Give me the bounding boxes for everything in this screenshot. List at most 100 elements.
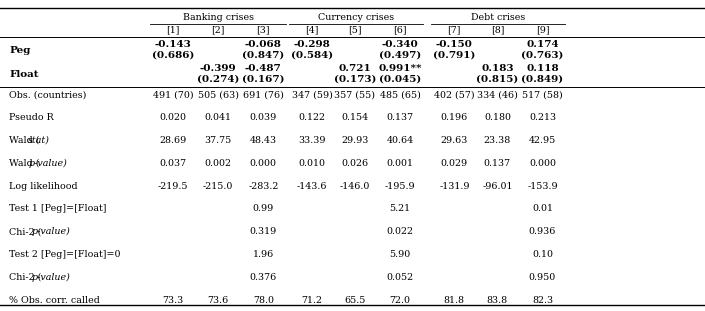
Text: -153.9: -153.9 — [527, 182, 558, 191]
Text: (0.763): (0.763) — [521, 51, 564, 60]
Text: -195.9: -195.9 — [385, 182, 415, 191]
Text: 29.93: 29.93 — [341, 136, 369, 145]
Text: 5.90: 5.90 — [389, 250, 411, 259]
Text: p-value): p-value) — [32, 273, 70, 282]
Text: 1.96: 1.96 — [252, 250, 274, 259]
Text: 71.2: 71.2 — [302, 296, 322, 304]
Text: 0.001: 0.001 — [386, 159, 414, 168]
Text: 0.936: 0.936 — [529, 227, 556, 236]
Text: Chi-2 (: Chi-2 ( — [9, 273, 42, 282]
Text: 5.21: 5.21 — [390, 204, 410, 213]
Text: 485 (65): 485 (65) — [380, 91, 420, 99]
Text: 48.43: 48.43 — [250, 136, 277, 145]
Text: -143.6: -143.6 — [297, 182, 327, 191]
Text: 334 (46): 334 (46) — [477, 91, 517, 99]
Text: 0.213: 0.213 — [529, 113, 556, 122]
Text: 28.69: 28.69 — [159, 136, 187, 145]
Text: -0.340: -0.340 — [381, 40, 419, 49]
Text: stat): stat) — [28, 136, 50, 145]
Text: 0.10: 0.10 — [532, 250, 553, 259]
Text: 23.38: 23.38 — [484, 136, 511, 145]
Text: 0.319: 0.319 — [250, 227, 277, 236]
Text: Obs. (countries): Obs. (countries) — [9, 91, 87, 99]
Text: 0.721: 0.721 — [338, 64, 372, 73]
Text: (0.791): (0.791) — [433, 51, 476, 60]
Text: 81.8: 81.8 — [444, 296, 465, 304]
Text: 0.039: 0.039 — [250, 113, 277, 122]
Text: [3]: [3] — [257, 25, 270, 34]
Text: 0.022: 0.022 — [386, 227, 414, 236]
Text: 491 (70): 491 (70) — [153, 91, 193, 99]
Text: 0.137: 0.137 — [386, 113, 414, 122]
Text: [1]: [1] — [166, 25, 180, 34]
Text: 0.010: 0.010 — [298, 159, 326, 168]
Text: -96.01: -96.01 — [482, 182, 513, 191]
Text: (0.173): (0.173) — [333, 75, 376, 84]
Text: -0.150: -0.150 — [436, 40, 473, 49]
Text: 0.002: 0.002 — [204, 159, 232, 168]
Text: 42.95: 42.95 — [529, 136, 556, 145]
Text: [4]: [4] — [305, 25, 319, 34]
Text: -0.399: -0.399 — [200, 64, 236, 73]
Text: (0.815): (0.815) — [477, 75, 518, 84]
Text: [2]: [2] — [212, 25, 225, 34]
Text: (0.045): (0.045) — [379, 75, 421, 84]
Text: 73.6: 73.6 — [207, 296, 229, 304]
Text: 0.000: 0.000 — [250, 159, 277, 168]
Text: 82.3: 82.3 — [532, 296, 553, 304]
Text: 83.8: 83.8 — [487, 296, 508, 304]
Text: [5]: [5] — [348, 25, 362, 34]
Text: 0.000: 0.000 — [529, 159, 556, 168]
Text: -0.143: -0.143 — [154, 40, 192, 49]
Text: 0.041: 0.041 — [204, 113, 232, 122]
Text: 0.174: 0.174 — [526, 40, 559, 49]
Text: -0.487: -0.487 — [245, 64, 282, 73]
Text: 65.5: 65.5 — [344, 296, 366, 304]
Text: -131.9: -131.9 — [439, 182, 470, 191]
Text: -219.5: -219.5 — [158, 182, 188, 191]
Text: 0.118: 0.118 — [526, 64, 559, 73]
Text: 0.137: 0.137 — [484, 159, 511, 168]
Text: Currency crises: Currency crises — [318, 13, 394, 21]
Text: 0.01: 0.01 — [532, 204, 553, 213]
Text: 0.020: 0.020 — [159, 113, 187, 122]
Text: (0.584): (0.584) — [291, 51, 333, 60]
Text: Test 1 [Peg]=[Float]: Test 1 [Peg]=[Float] — [9, 204, 106, 213]
Text: 517 (58): 517 (58) — [522, 91, 563, 99]
Text: Float: Float — [9, 70, 39, 78]
Text: -283.2: -283.2 — [248, 182, 278, 191]
Text: 40.64: 40.64 — [386, 136, 414, 145]
Text: (0.497): (0.497) — [379, 51, 421, 60]
Text: 0.376: 0.376 — [250, 273, 277, 282]
Text: 505 (63): 505 (63) — [197, 91, 239, 99]
Text: Peg: Peg — [9, 46, 30, 54]
Text: 402 (57): 402 (57) — [434, 91, 474, 99]
Text: 0.037: 0.037 — [159, 159, 187, 168]
Text: 33.39: 33.39 — [298, 136, 326, 145]
Text: 0.950: 0.950 — [529, 273, 556, 282]
Text: -146.0: -146.0 — [340, 182, 370, 191]
Text: (0.849): (0.849) — [522, 75, 563, 84]
Text: (0.686): (0.686) — [152, 51, 195, 60]
Text: -215.0: -215.0 — [203, 182, 233, 191]
Text: [6]: [6] — [393, 25, 407, 34]
Text: (0.847): (0.847) — [243, 51, 284, 60]
Text: 0.026: 0.026 — [341, 159, 369, 168]
Text: 0.180: 0.180 — [484, 113, 511, 122]
Text: Wald (: Wald ( — [9, 159, 39, 168]
Text: 347 (59): 347 (59) — [292, 91, 332, 99]
Text: 357 (55): 357 (55) — [334, 91, 376, 99]
Text: 0.154: 0.154 — [341, 113, 369, 122]
Text: 0.052: 0.052 — [386, 273, 414, 282]
Text: -0.298: -0.298 — [293, 40, 331, 49]
Text: p-value): p-value) — [32, 227, 70, 236]
Text: 78.0: 78.0 — [253, 296, 274, 304]
Text: Wald (: Wald ( — [9, 136, 39, 145]
Text: Test 2 [Peg]=[Float]=0: Test 2 [Peg]=[Float]=0 — [9, 250, 121, 259]
Text: Debt crises: Debt crises — [472, 13, 525, 21]
Text: Banking crises: Banking crises — [183, 13, 254, 21]
Text: 0.99: 0.99 — [252, 204, 274, 213]
Text: 0.122: 0.122 — [298, 113, 326, 122]
Text: -0.068: -0.068 — [245, 40, 282, 49]
Text: p-value): p-value) — [28, 159, 67, 168]
